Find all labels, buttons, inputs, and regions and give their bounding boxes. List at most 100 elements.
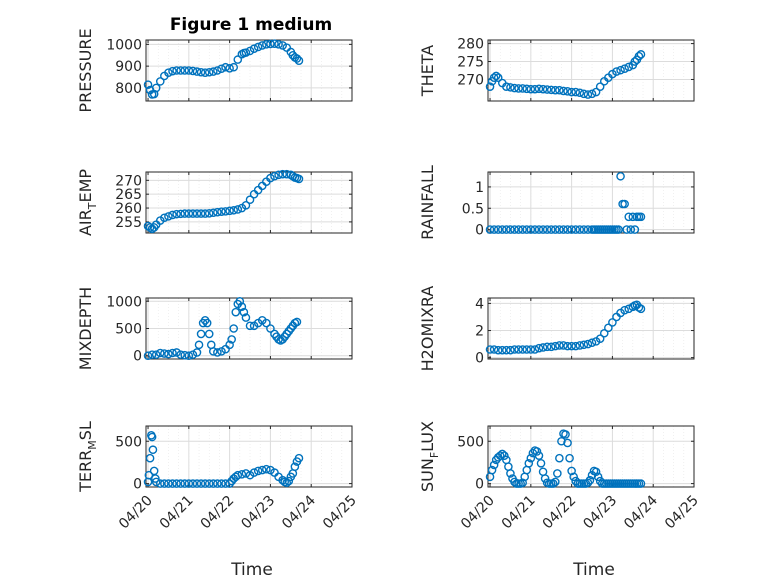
data-point <box>225 340 234 350</box>
data-point <box>217 479 226 488</box>
y-tick-label: 500 <box>457 434 484 450</box>
data-point <box>575 225 585 234</box>
data-point <box>168 210 177 220</box>
subplot-1: 800 900 1000 PRESSURE <box>76 28 353 113</box>
data-point <box>526 225 536 234</box>
x-tick-label: 04/20 <box>458 493 498 533</box>
data-point <box>266 173 275 183</box>
data-point <box>270 171 279 181</box>
data-point <box>506 83 515 92</box>
data-point <box>559 225 568 234</box>
data-point <box>497 345 507 355</box>
data-point <box>180 66 190 75</box>
data-point <box>168 479 177 488</box>
data-point <box>620 199 629 209</box>
data-point <box>591 467 601 477</box>
data-point <box>538 225 548 234</box>
y-tick-label: 1 <box>475 180 484 196</box>
data-point <box>204 479 214 488</box>
data-point <box>253 185 263 195</box>
data-point <box>579 89 589 99</box>
data-point <box>241 313 251 322</box>
data-point <box>292 317 302 327</box>
data-point <box>184 351 194 361</box>
data-point <box>553 469 562 478</box>
y-tick-label: 270 <box>115 173 142 189</box>
data-point <box>579 225 589 234</box>
data-point <box>155 479 165 488</box>
data-point <box>591 87 601 97</box>
data-point <box>485 225 495 234</box>
data-point <box>147 432 157 442</box>
data-point <box>202 318 212 328</box>
y-axis-label: SUNFLUX <box>418 421 441 492</box>
data-point <box>628 302 638 312</box>
data-point <box>196 67 206 77</box>
y-axis-label: RAINFALL <box>418 165 437 240</box>
data-point <box>551 225 560 234</box>
data-point <box>262 318 271 328</box>
data-point <box>176 209 185 219</box>
data-point <box>526 345 536 354</box>
data-point <box>522 225 532 234</box>
y-axis-label: PRESSURE <box>76 28 95 112</box>
data-point <box>585 475 595 485</box>
data-point <box>636 212 646 222</box>
data-point <box>151 477 161 487</box>
data-point <box>172 209 181 219</box>
data-point <box>555 85 564 95</box>
data-point <box>151 474 160 483</box>
data-point <box>571 341 581 351</box>
data-point <box>196 479 206 488</box>
data-point <box>184 479 194 488</box>
data-point <box>196 209 206 218</box>
data-point <box>548 479 558 488</box>
data-point <box>579 340 589 350</box>
data-point <box>626 225 636 234</box>
data-point <box>502 82 511 91</box>
data-point <box>151 83 161 93</box>
data-point <box>172 479 181 488</box>
data-point <box>204 329 214 339</box>
axes-box <box>487 171 695 234</box>
data-point <box>489 73 499 82</box>
data-point <box>551 85 560 95</box>
data-point <box>551 477 560 487</box>
data-point <box>209 347 218 356</box>
data-point <box>530 225 540 234</box>
data-point <box>292 54 302 63</box>
data-point <box>593 472 603 482</box>
data-point <box>144 470 154 480</box>
data-point <box>530 345 540 354</box>
data-point <box>518 84 527 93</box>
data-point <box>143 351 153 361</box>
x-tick-label: 04/25 <box>662 493 702 533</box>
data-point <box>257 181 267 191</box>
data-point <box>227 335 236 344</box>
data-point <box>262 464 271 474</box>
data-point <box>561 430 570 439</box>
data-point <box>225 206 234 216</box>
data-point <box>282 478 292 488</box>
data-point <box>147 350 157 359</box>
data-point <box>575 88 585 98</box>
y-tick-label: 1000 <box>106 294 142 310</box>
data-point <box>634 51 644 61</box>
data-point <box>510 225 519 234</box>
data-point <box>176 66 185 75</box>
x-axis-label-left: Time <box>230 560 273 580</box>
data-point <box>526 453 536 463</box>
data-point <box>620 64 629 74</box>
x-tick-label: 04/24 <box>279 492 319 532</box>
y-axis-label: AIRTEMP <box>76 169 99 236</box>
y-tick-label: 500 <box>115 322 142 338</box>
data-point <box>172 348 181 357</box>
data-point <box>542 225 552 234</box>
data-point <box>148 445 158 455</box>
data-point <box>518 225 527 234</box>
data-point <box>518 345 527 354</box>
data-point <box>294 174 304 184</box>
data-point <box>522 84 532 94</box>
